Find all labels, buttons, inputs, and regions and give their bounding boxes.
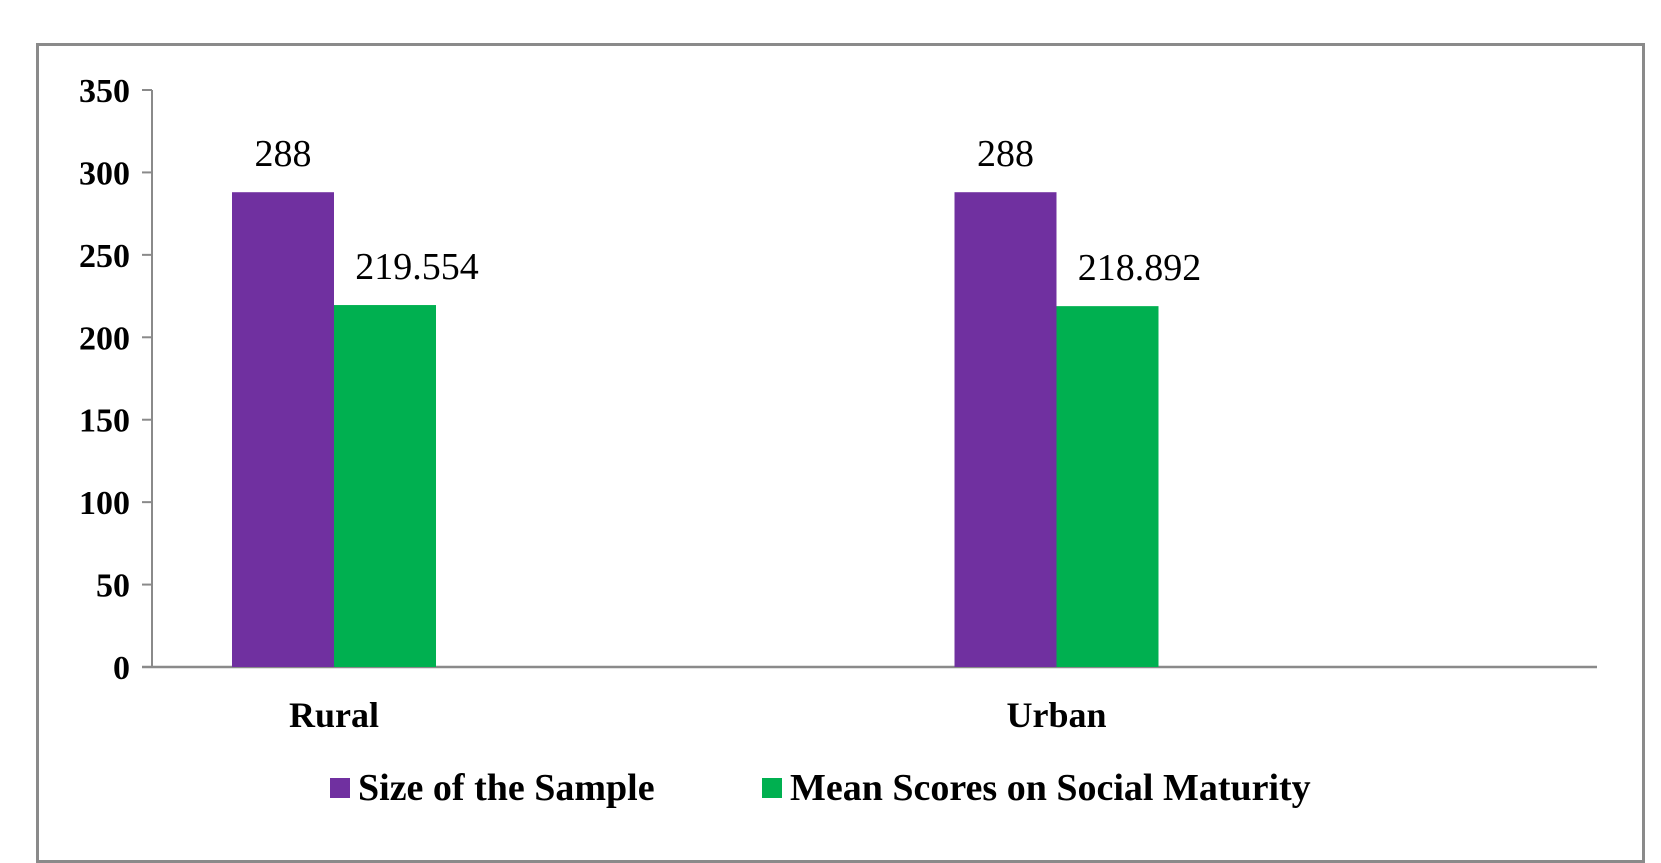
- y-tick-label: 250: [79, 238, 130, 275]
- data-label: 218.892: [1078, 247, 1202, 289]
- bar-urban-series-2[interactable]: [1056, 306, 1159, 667]
- y-tick-label: 0: [113, 650, 130, 687]
- y-tick-label: 300: [79, 155, 130, 192]
- legend-swatch-2: [762, 778, 782, 798]
- legend-label-2: Mean Scores on Social Maturity: [790, 767, 1311, 809]
- y-tick-label: 50: [96, 568, 130, 605]
- x-category-label: Rural: [289, 695, 379, 735]
- data-label: 288: [977, 133, 1034, 175]
- x-category-label: Urban: [1006, 695, 1106, 735]
- y-tick-label: 200: [79, 320, 130, 357]
- y-tick-label: 100: [79, 485, 130, 522]
- y-tick-label: 150: [79, 403, 130, 440]
- bar-urban-series-1[interactable]: [954, 192, 1057, 667]
- bar-rural-series-1[interactable]: [232, 192, 334, 667]
- y-tick-label: 350: [79, 73, 130, 110]
- data-label: 219.554: [355, 246, 479, 288]
- legend-swatch-1: [330, 778, 350, 798]
- data-label: 288: [255, 133, 312, 175]
- bar-rural-series-2[interactable]: [334, 305, 436, 667]
- legend-label-1: Size of the Sample: [358, 767, 655, 809]
